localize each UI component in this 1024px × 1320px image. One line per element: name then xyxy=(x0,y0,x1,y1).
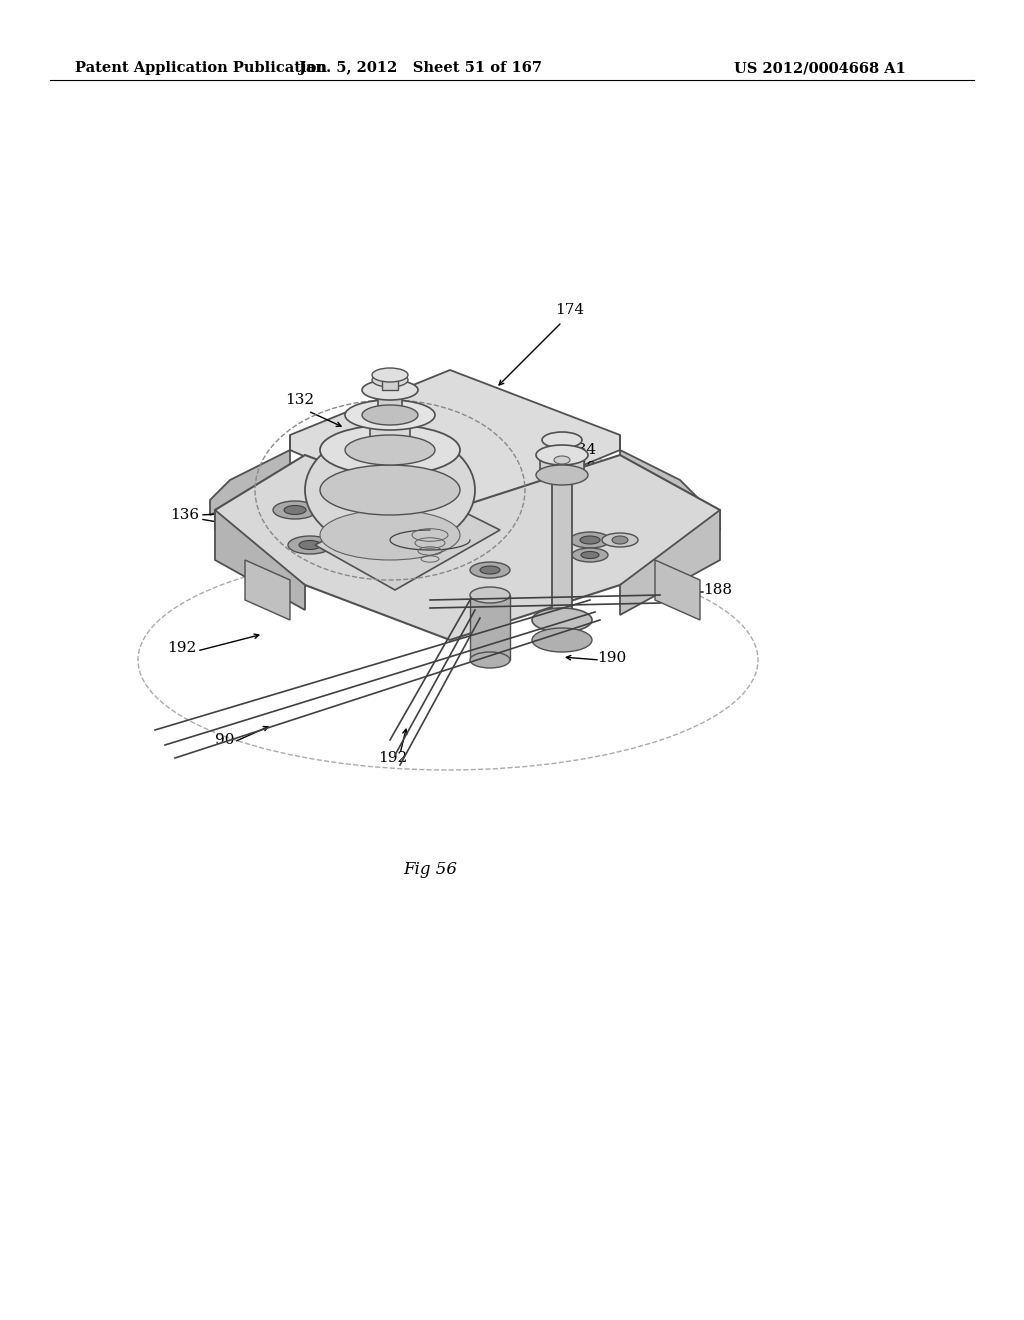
Ellipse shape xyxy=(470,562,510,578)
Polygon shape xyxy=(620,510,720,615)
Polygon shape xyxy=(378,389,402,414)
Ellipse shape xyxy=(470,587,510,603)
Text: 192: 192 xyxy=(167,642,197,655)
Polygon shape xyxy=(215,455,720,640)
Ellipse shape xyxy=(532,628,592,652)
Text: 134: 134 xyxy=(567,444,597,457)
Ellipse shape xyxy=(288,536,332,554)
Ellipse shape xyxy=(319,425,460,475)
Ellipse shape xyxy=(572,548,608,562)
Polygon shape xyxy=(290,370,620,520)
Ellipse shape xyxy=(470,652,510,668)
Polygon shape xyxy=(370,414,410,450)
Text: 174: 174 xyxy=(555,304,585,317)
Ellipse shape xyxy=(345,436,435,465)
Text: 136: 136 xyxy=(170,508,200,521)
Ellipse shape xyxy=(305,430,475,550)
Ellipse shape xyxy=(612,536,628,544)
Ellipse shape xyxy=(375,562,415,578)
Text: 90: 90 xyxy=(215,733,234,747)
Text: US 2012/0004668 A1: US 2012/0004668 A1 xyxy=(734,61,906,75)
Ellipse shape xyxy=(536,465,588,484)
Polygon shape xyxy=(382,375,398,389)
Ellipse shape xyxy=(299,540,321,549)
Polygon shape xyxy=(540,455,584,475)
Polygon shape xyxy=(470,595,510,660)
Ellipse shape xyxy=(372,368,408,381)
Ellipse shape xyxy=(536,445,588,465)
Ellipse shape xyxy=(319,465,460,515)
Polygon shape xyxy=(215,510,305,610)
Polygon shape xyxy=(552,440,572,640)
Text: 188: 188 xyxy=(703,583,732,597)
Ellipse shape xyxy=(554,455,570,465)
Ellipse shape xyxy=(385,566,406,574)
Ellipse shape xyxy=(542,432,582,447)
Ellipse shape xyxy=(381,527,399,533)
Ellipse shape xyxy=(480,566,500,574)
Ellipse shape xyxy=(602,533,638,546)
Ellipse shape xyxy=(284,506,306,515)
Ellipse shape xyxy=(345,400,435,430)
Polygon shape xyxy=(315,490,500,590)
Text: 192: 192 xyxy=(379,751,408,766)
Text: Patent Application Publication: Patent Application Publication xyxy=(75,61,327,75)
Ellipse shape xyxy=(362,405,418,425)
Text: 132: 132 xyxy=(286,393,314,407)
Polygon shape xyxy=(655,560,700,620)
Ellipse shape xyxy=(581,552,599,558)
Text: 170: 170 xyxy=(567,461,597,475)
Ellipse shape xyxy=(570,532,610,548)
Ellipse shape xyxy=(319,510,460,560)
Ellipse shape xyxy=(372,523,408,537)
Ellipse shape xyxy=(372,374,408,387)
Polygon shape xyxy=(620,436,700,515)
Text: 54: 54 xyxy=(604,480,624,494)
Polygon shape xyxy=(210,436,290,515)
Polygon shape xyxy=(245,560,290,620)
Ellipse shape xyxy=(362,380,418,400)
Ellipse shape xyxy=(532,609,592,632)
Ellipse shape xyxy=(273,502,317,519)
Ellipse shape xyxy=(580,536,600,544)
Text: 190: 190 xyxy=(597,651,627,665)
Polygon shape xyxy=(355,450,425,490)
Text: Fig 56: Fig 56 xyxy=(403,862,457,879)
Text: Jan. 5, 2012   Sheet 51 of 167: Jan. 5, 2012 Sheet 51 of 167 xyxy=(299,61,542,75)
